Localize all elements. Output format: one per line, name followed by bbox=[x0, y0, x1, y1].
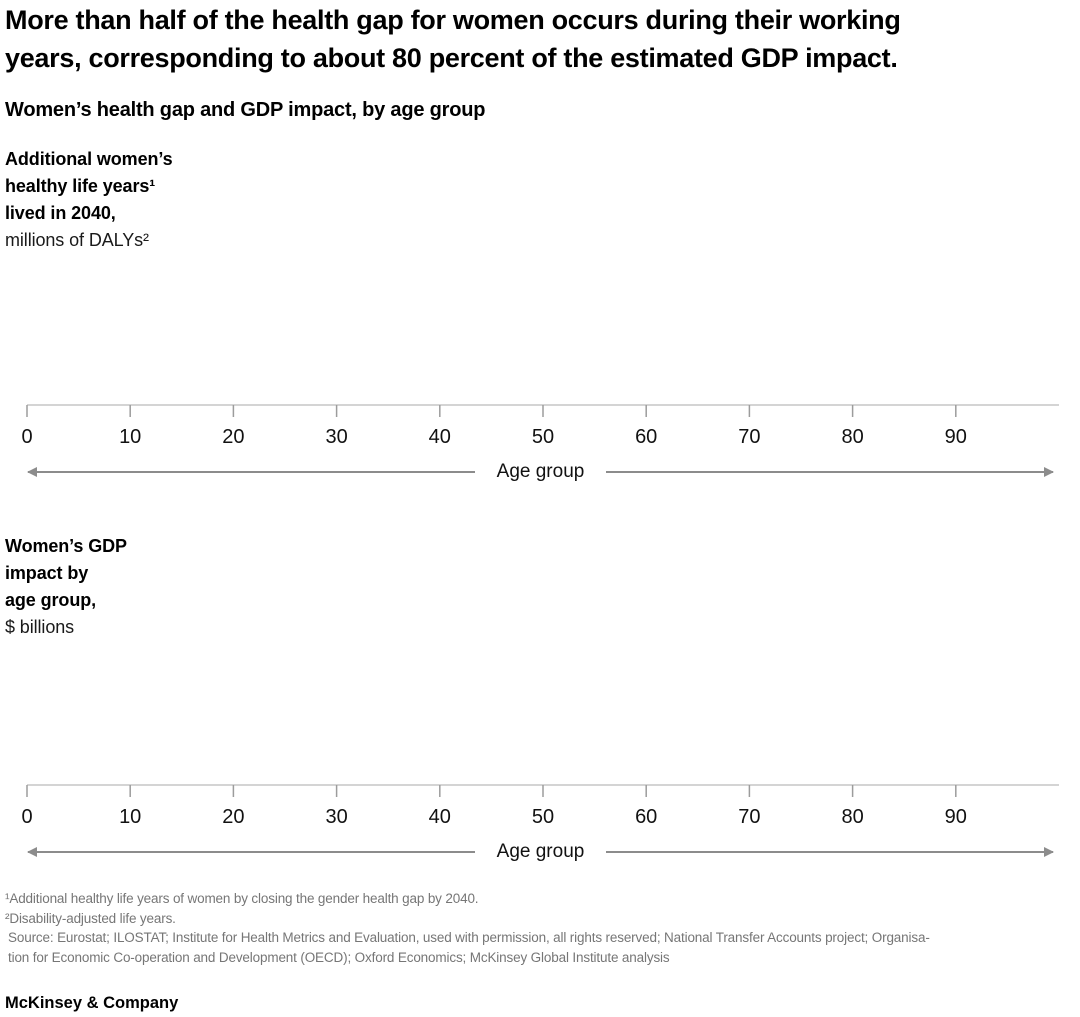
x-tick-label: 0 bbox=[21, 806, 33, 828]
x-tick-label: 20 bbox=[222, 426, 245, 448]
exhibit-title-line2: years, corresponding to about 80 percent… bbox=[5, 43, 898, 73]
chart2-tick-labels: 0 10 20 30 40 50 60 70 80 90 bbox=[0, 806, 1080, 830]
chart2-label-line2: impact by bbox=[5, 563, 89, 583]
chart1-axis-direction-row: Age group bbox=[28, 461, 1053, 483]
chart2-label-unit: $ billions bbox=[5, 617, 75, 637]
x-tick-label: 90 bbox=[944, 426, 967, 448]
x-tick-label: 10 bbox=[119, 426, 142, 448]
x-tick-label: 60 bbox=[635, 426, 658, 448]
exhibit-title-line1: More than half of the health gap for wom… bbox=[5, 5, 901, 35]
chart1-label-line1: Additional women’s bbox=[5, 149, 173, 169]
chart1-axis-title: Additional women’s healthy life years¹ l… bbox=[5, 146, 173, 254]
chart2-axis-direction-row: Age group bbox=[28, 841, 1053, 863]
chart2-plot-area bbox=[27, 648, 1059, 783]
chart2-label-line3: age group, bbox=[5, 590, 97, 610]
x-tick-label: 30 bbox=[325, 426, 348, 448]
exhibit-subtitle: Women’s health gap and GDP impact, by ag… bbox=[5, 99, 486, 121]
x-tick-label: 90 bbox=[944, 806, 967, 828]
chart1-tick-labels: 0 10 20 30 40 50 60 70 80 90 bbox=[0, 426, 1080, 450]
x-tick-label: 80 bbox=[841, 806, 864, 828]
footnotes: ¹Additional healthy life years of women … bbox=[5, 889, 1080, 967]
footnote-1: ¹Additional healthy life years of women … bbox=[5, 891, 479, 906]
x-tick-label: 50 bbox=[531, 426, 555, 448]
chart2-x-axis bbox=[26, 784, 1059, 797]
arrow-left-icon bbox=[28, 851, 475, 853]
chart1-label-line3: lived in 2040, bbox=[5, 203, 116, 223]
x-tick-label: 60 bbox=[635, 806, 658, 828]
chart1-label-unit: millions of DALYs² bbox=[5, 230, 149, 250]
source-line-1: Source: Eurostat; ILOSTAT; Institute for… bbox=[8, 930, 930, 945]
source-line-2: tion for Economic Co-operation and Devel… bbox=[8, 949, 670, 965]
x-tick-label: 30 bbox=[325, 806, 348, 828]
footnote-2: ²Disability-adjusted life years. bbox=[5, 910, 176, 926]
mckinsey-wordmark: McKinsey & Company bbox=[5, 994, 179, 1012]
chart1-age-group-label: Age group bbox=[496, 461, 585, 482]
chart2-age-group-label: Age group bbox=[496, 841, 585, 862]
x-tick-label: 70 bbox=[738, 426, 761, 448]
arrow-right-icon bbox=[606, 851, 1053, 853]
arrow-left-icon bbox=[28, 471, 475, 473]
chart1-plot-area bbox=[27, 255, 1059, 403]
x-tick-label: 70 bbox=[738, 806, 761, 828]
chart2-axis-title: Women’s GDP impact by age group, $ billi… bbox=[5, 533, 127, 641]
x-tick-label: 20 bbox=[222, 806, 245, 828]
chart1-x-axis bbox=[26, 404, 1059, 417]
x-tick-label: 50 bbox=[531, 806, 555, 828]
x-tick-label: 40 bbox=[428, 806, 451, 828]
x-tick-label: 80 bbox=[841, 426, 864, 448]
exhibit-title: More than half of the health gap for wom… bbox=[5, 1, 901, 77]
x-tick-label: 10 bbox=[119, 806, 142, 828]
x-tick-label: 0 bbox=[21, 426, 33, 448]
x-tick-label: 40 bbox=[428, 426, 451, 448]
arrow-right-icon bbox=[606, 471, 1053, 473]
chart2-label-line1: Women’s GDP bbox=[5, 536, 127, 556]
chart1-label-line2: healthy life years¹ bbox=[5, 176, 156, 196]
